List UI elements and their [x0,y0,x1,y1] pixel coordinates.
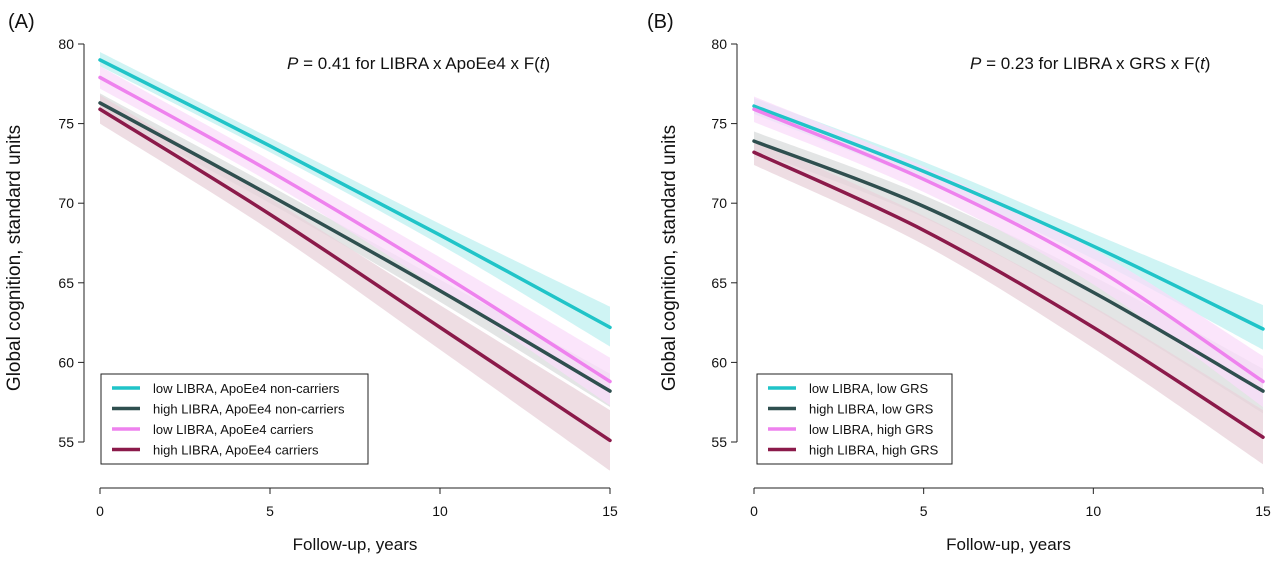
confidence-band-3 [100,66,610,406]
legend-label-1: low LIBRA, ApoEe4 non-carriers [153,381,340,396]
t-symbol: t [1200,54,1206,73]
x-tick-label: 10 [432,503,448,519]
p-symbol: P [287,54,299,73]
legend-label-3: low LIBRA, ApoEe4 carriers [153,422,314,437]
series-line-1 [752,104,1265,331]
y-tick-label: 80 [58,36,74,52]
x-tick-label: 0 [750,503,758,519]
series-line-4 [752,150,1265,439]
confidence-band-2 [100,93,610,407]
legend-label-4: high LIBRA, ApoEe4 carriers [153,443,319,458]
x-tick-label: 10 [1086,503,1102,519]
y-tick-label: 75 [58,116,74,132]
panel-label: (A) [8,11,35,33]
y-tick-label: 65 [711,275,727,291]
legend-label-4: high LIBRA, high GRS [809,443,939,458]
chart-panel-a: (A) 55 60 65 70 75 80 0 5 10 15 Follow-up, years Glo… [4,11,618,554]
series-line-3 [98,75,612,384]
x-tick-label: 15 [602,503,618,519]
p-value-annotation: P = 0.23 for LIBRA x GRS x F(t) [970,54,1210,73]
y-axis-label: Global cognition, standard units [4,125,25,391]
panel-label: (B) [647,11,674,33]
chart-panel-b: (B) 55 60 65 70 75 80 0 5 10 15 Follow-up, years Glo… [647,11,1271,554]
y-tick-label: 60 [711,354,727,370]
y-tick-label: 70 [711,195,727,211]
series-line-3 [752,107,1265,384]
y-axis-label: Global cognition, standard units [659,125,680,391]
annotation-close: ) [1205,54,1211,73]
legend-box [100,373,369,465]
series-line-4 [98,107,612,443]
series-line-2 [98,101,612,393]
x-tick-label: 5 [920,503,928,519]
series-line-1 [98,58,612,330]
legend-label-3: low LIBRA, high GRS [809,422,934,437]
confidence-band-4 [754,139,1263,465]
annotation-text: = 0.41 for LIBRA x ApoEe4 x F( [298,54,540,73]
x-tick-label: 0 [96,503,104,519]
annotation-close: ) [545,54,551,73]
confidence-band-3 [754,96,1263,407]
x-tick-label: 15 [1255,503,1271,519]
legend-label-2: high LIBRA, ApoEe4 non-carriers [153,402,345,417]
y-tick-label: 70 [58,195,74,211]
y-tick-label: 65 [58,275,74,291]
legend-label-1: low LIBRA, low GRS [809,381,929,396]
y-tick-label: 75 [711,116,727,132]
x-axis-label: Follow-up, years [946,535,1071,554]
p-symbol: P [970,54,982,73]
confidence-band-1 [100,51,610,347]
p-value-annotation: P = 0.41 for LIBRA x ApoEe4 x F(t) [287,54,550,73]
t-symbol: t [540,54,546,73]
series-line-2 [752,139,1265,393]
y-tick-label: 60 [58,354,74,370]
y-tick-label: 80 [711,36,727,52]
legend-label-2: high LIBRA, low GRS [809,402,934,417]
y-tick-label: 55 [711,434,727,450]
y-tick-label: 55 [58,434,74,450]
x-axis-label: Follow-up, years [293,535,418,554]
annotation-text: = 0.23 for LIBRA x GRS x F( [981,54,1200,73]
x-tick-label: 5 [266,503,274,519]
